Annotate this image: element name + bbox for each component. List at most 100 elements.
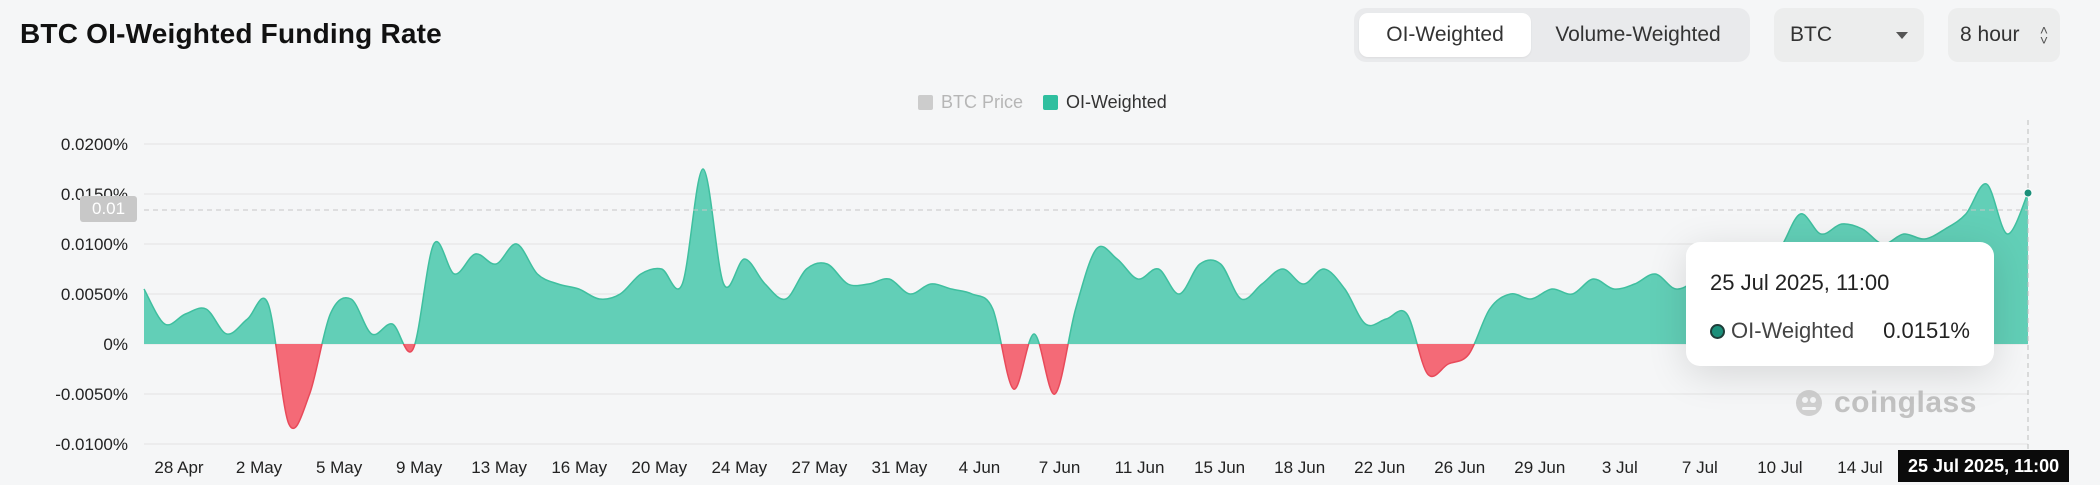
data-point[interactable] — [844, 280, 852, 288]
data-point[interactable] — [1817, 230, 1825, 238]
data-point[interactable] — [1175, 290, 1183, 298]
data-point[interactable] — [740, 255, 748, 263]
data-point[interactable] — [1486, 305, 1494, 313]
data-point[interactable] — [202, 305, 210, 313]
data-point[interactable] — [720, 280, 728, 288]
data-point[interactable] — [554, 280, 562, 288]
data-point[interactable] — [1527, 295, 1535, 303]
data-point[interactable] — [409, 345, 417, 353]
data-point[interactable] — [388, 320, 396, 328]
data-point[interactable] — [347, 295, 355, 303]
data-point[interactable] — [803, 265, 811, 273]
data-point[interactable] — [906, 290, 914, 298]
data-point[interactable] — [1217, 260, 1225, 268]
data-point[interactable] — [161, 320, 169, 328]
data-point[interactable] — [1196, 260, 1204, 268]
data-point[interactable] — [1237, 295, 1245, 303]
data-point[interactable] — [1569, 290, 1577, 298]
data-point[interactable] — [140, 285, 148, 293]
data-point[interactable] — [1610, 285, 1618, 293]
data-point[interactable] — [1962, 210, 1970, 218]
data-point[interactable] — [1341, 285, 1349, 293]
data-point[interactable] — [1258, 280, 1266, 288]
data-point[interactable] — [533, 270, 541, 278]
data-point[interactable] — [1030, 330, 1038, 338]
x-tick-label: 27 May — [791, 458, 847, 477]
interval-select-value: 8 hour — [1960, 23, 2020, 46]
legend-item-btc-price[interactable]: BTC Price — [918, 92, 1023, 113]
data-point[interactable] — [244, 315, 252, 323]
data-point[interactable] — [451, 270, 459, 278]
tab-volume-weighted[interactable]: Volume-Weighted — [1555, 23, 1721, 46]
data-point[interactable] — [1154, 265, 1162, 273]
data-point[interactable] — [1299, 280, 1307, 288]
data-point[interactable] — [430, 240, 438, 248]
data-point[interactable] — [1858, 225, 1866, 233]
data-point[interactable] — [699, 165, 707, 173]
data-point[interactable] — [1361, 320, 1369, 328]
data-point[interactable] — [306, 390, 314, 398]
data-point[interactable] — [1589, 275, 1597, 283]
data-point[interactable] — [1506, 290, 1514, 298]
data-point[interactable] — [947, 285, 955, 293]
data-point[interactable] — [885, 275, 893, 283]
coin-select[interactable]: BTC — [1774, 8, 1924, 62]
data-point[interactable] — [264, 300, 272, 308]
x-tick-label: 14 Jul — [1837, 458, 1882, 477]
data-point[interactable] — [1113, 255, 1121, 263]
tab-oi-weighted[interactable]: OI-Weighted — [1359, 13, 1531, 57]
data-point[interactable] — [1838, 220, 1846, 228]
data-point[interactable] — [782, 295, 790, 303]
data-point[interactable] — [1548, 285, 1556, 293]
legend-item-oi-weighted[interactable]: OI-Weighted — [1043, 92, 1167, 113]
data-point[interactable] — [513, 240, 521, 248]
coin-select-value: BTC — [1790, 23, 1832, 46]
data-point[interactable] — [1010, 385, 1018, 393]
data-point[interactable] — [761, 280, 769, 288]
data-point[interactable] — [865, 280, 873, 288]
data-point[interactable] — [678, 280, 686, 288]
data-point[interactable] — [1320, 265, 1328, 273]
data-point[interactable] — [1444, 360, 1452, 368]
x-tick-label: 16 May — [551, 458, 607, 477]
x-tick-label: 2 May — [236, 458, 283, 477]
data-point[interactable] — [1072, 305, 1080, 313]
data-point[interactable] — [1382, 315, 1390, 323]
data-point[interactable] — [968, 290, 976, 298]
x-tick-label: 20 May — [631, 458, 687, 477]
data-point[interactable] — [1403, 310, 1411, 318]
data-point[interactable] — [658, 265, 666, 273]
data-point[interactable] — [368, 330, 376, 338]
data-point[interactable] — [1796, 210, 1804, 218]
data-point[interactable] — [1631, 280, 1639, 288]
data-point[interactable] — [616, 290, 624, 298]
data-point[interactable] — [1424, 370, 1432, 378]
data-point[interactable] — [1672, 285, 1680, 293]
data-point[interactable] — [2003, 230, 2011, 238]
tooltip-series-dot-icon — [1710, 323, 1725, 339]
data-point[interactable] — [637, 270, 645, 278]
data-point[interactable] — [1651, 270, 1659, 278]
data-point[interactable] — [1900, 230, 1908, 238]
data-point[interactable] — [1279, 265, 1287, 273]
data-point[interactable] — [575, 285, 583, 293]
data-point[interactable] — [927, 280, 935, 288]
data-point[interactable] — [326, 310, 334, 318]
data-point[interactable] — [181, 310, 189, 318]
interval-select[interactable]: 8 hour ˄ ˅ — [1948, 8, 2060, 62]
data-point[interactable] — [823, 260, 831, 268]
data-point[interactable] — [1465, 350, 1473, 358]
data-point[interactable] — [1983, 180, 1991, 188]
tooltip-series-name: OI-Weighted — [1731, 318, 1855, 343]
data-point[interactable] — [285, 420, 293, 428]
data-point[interactable] — [989, 305, 997, 313]
data-point[interactable] — [1092, 245, 1100, 253]
data-point[interactable] — [492, 260, 500, 268]
data-point[interactable] — [471, 250, 479, 258]
data-point[interactable] — [1051, 390, 1059, 398]
data-point[interactable] — [1941, 225, 1949, 233]
data-point[interactable] — [1134, 275, 1142, 283]
data-point[interactable] — [223, 330, 231, 338]
data-point[interactable] — [595, 295, 603, 303]
